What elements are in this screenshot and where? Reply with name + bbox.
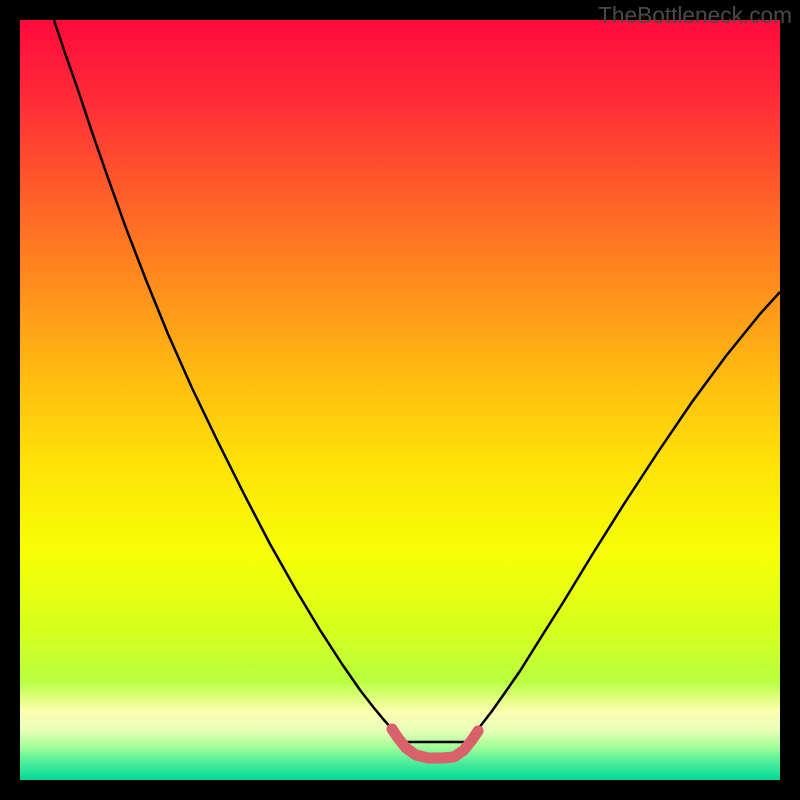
chart-svg xyxy=(20,20,780,780)
marker-endpoint-dot xyxy=(387,724,398,735)
chart-background xyxy=(20,20,780,780)
marker-endpoint-dot xyxy=(473,726,484,737)
watermark-text: TheBottleneck.com xyxy=(598,2,792,29)
chart-plot-area xyxy=(20,20,780,780)
